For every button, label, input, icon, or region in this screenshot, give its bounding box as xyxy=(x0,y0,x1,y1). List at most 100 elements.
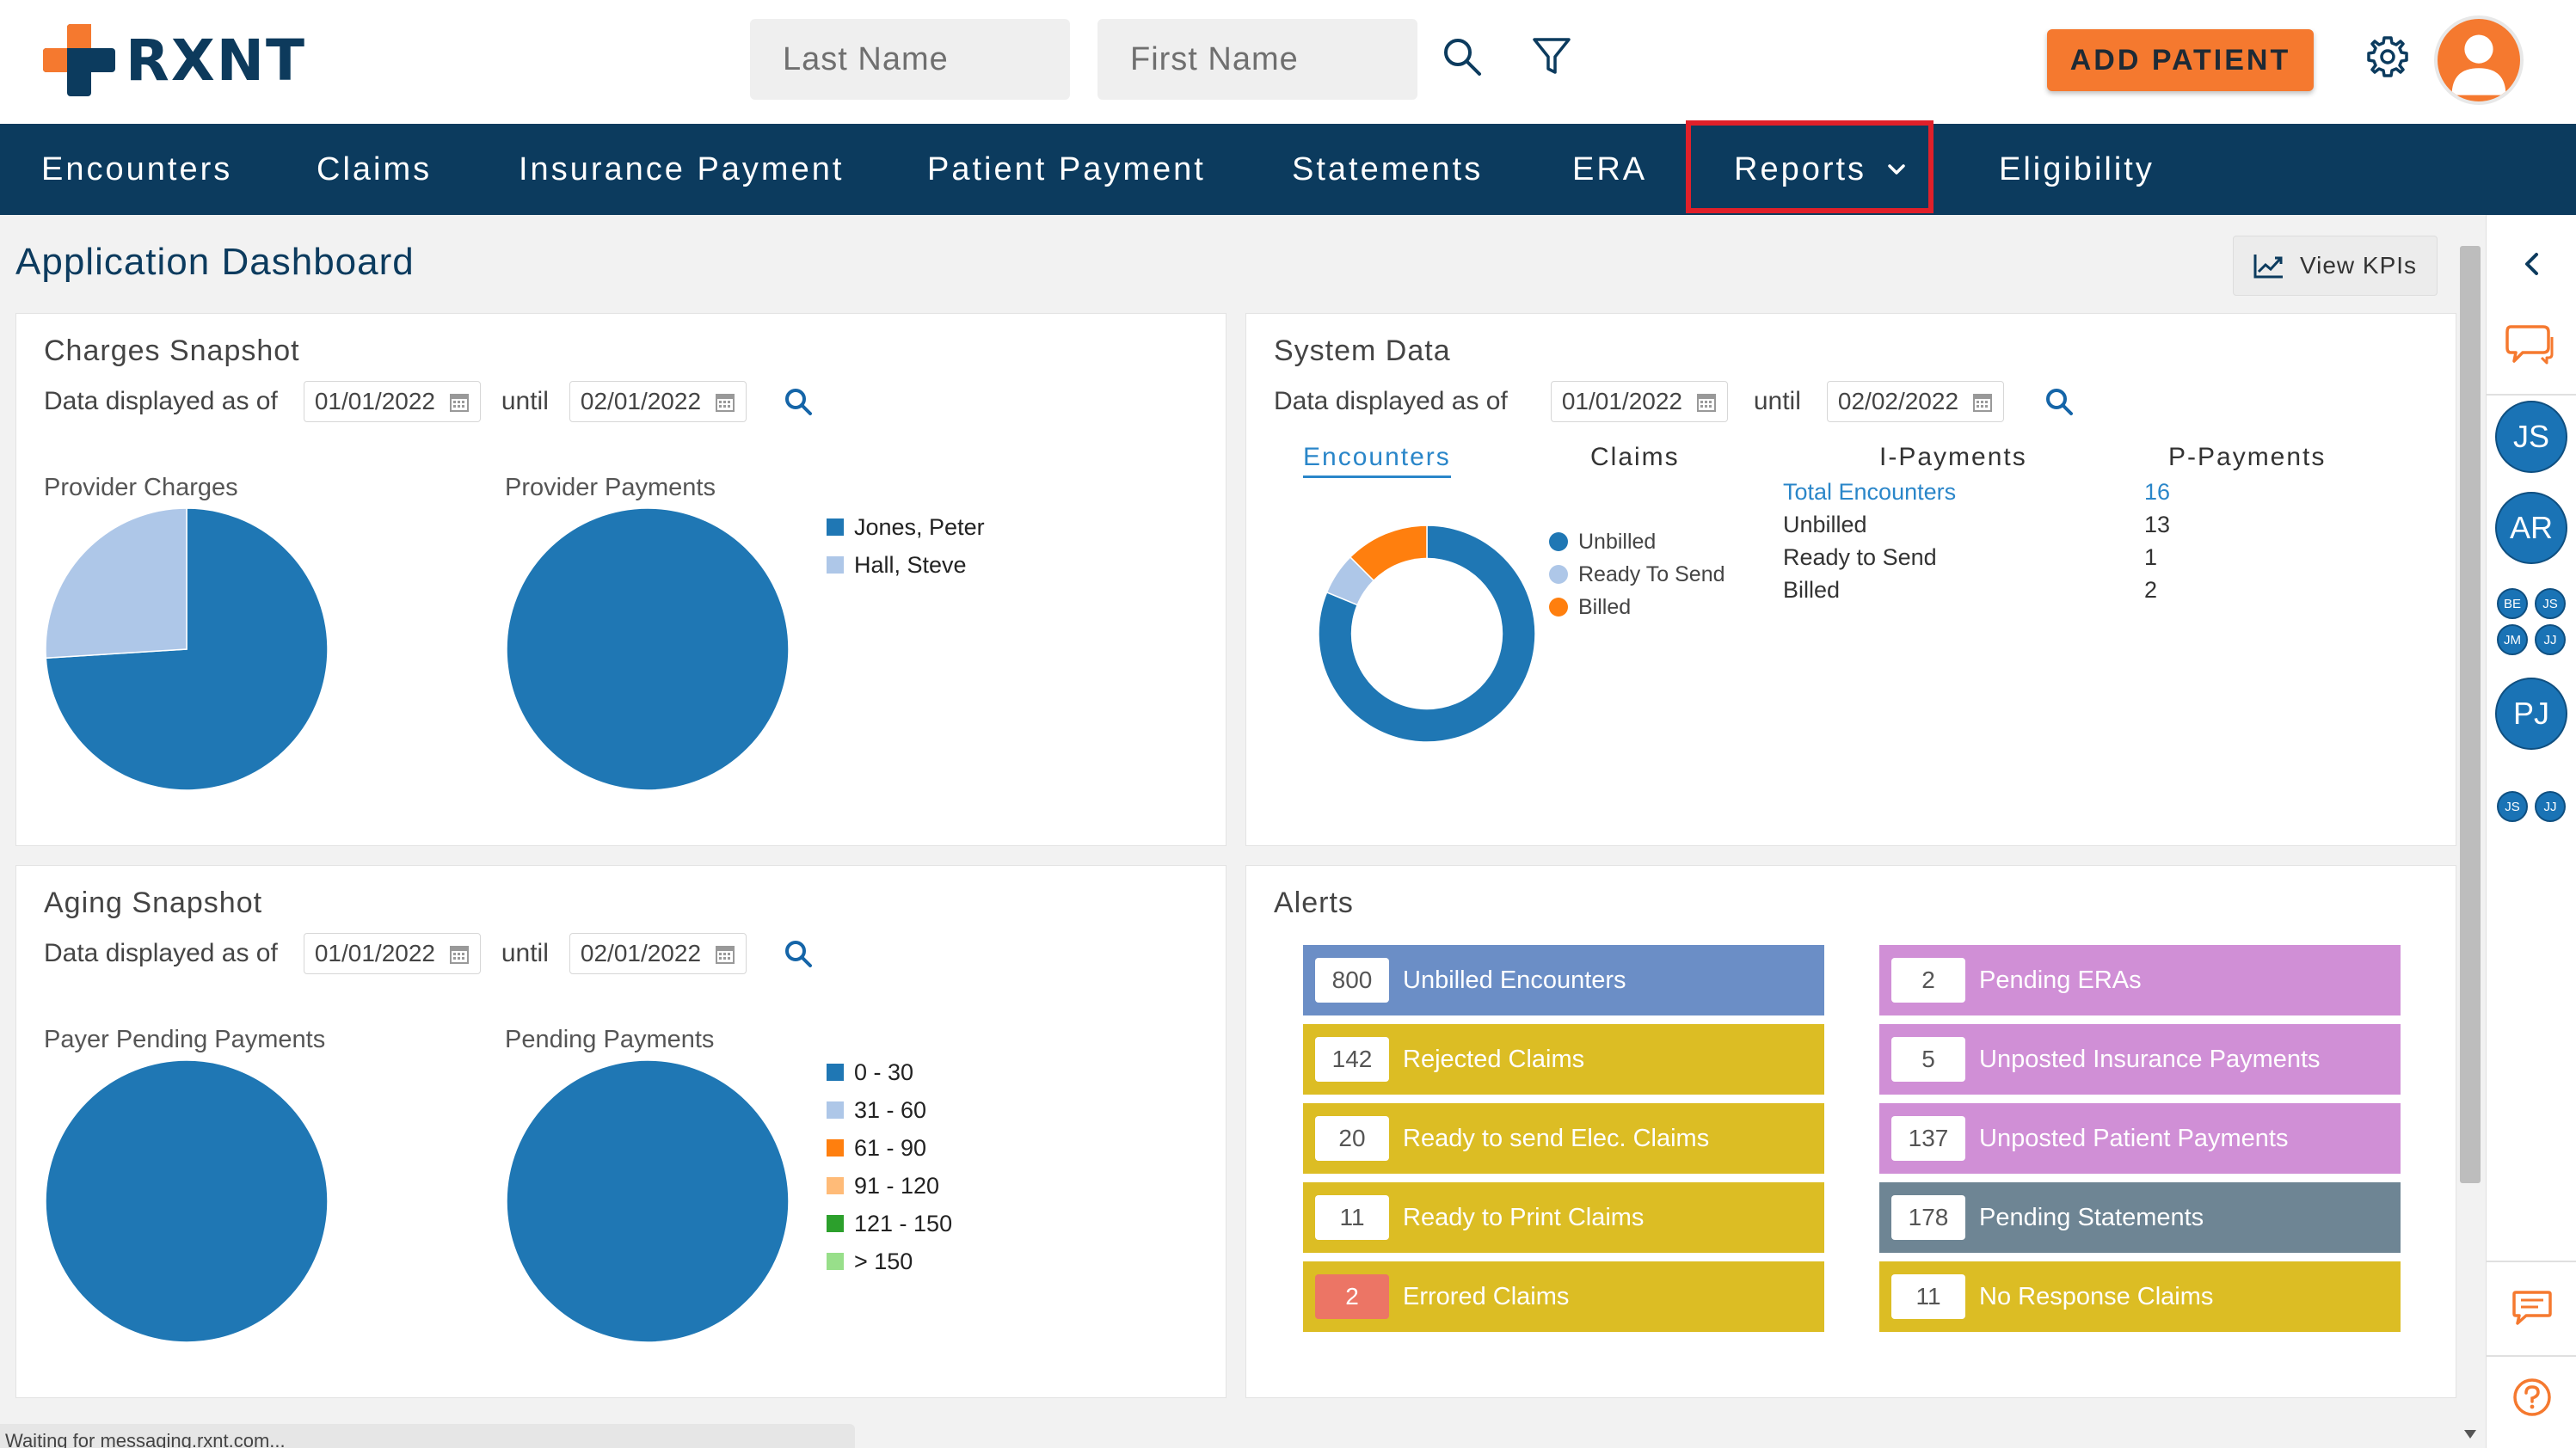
alert-pending-statements[interactable]: 178 Pending Statements xyxy=(1879,1182,2401,1253)
avatar-jj[interactable]: JJ xyxy=(2535,624,2566,655)
alert-count: 20 xyxy=(1315,1116,1389,1161)
view-kpis-label: View KPIs xyxy=(2299,252,2418,279)
ready-to-send-label: Ready to Send xyxy=(1783,544,1937,570)
aging-date-row: Data displayed as of 01/01/2022 until 02… xyxy=(44,933,814,974)
charges-from-date-value: 01/01/2022 xyxy=(314,388,435,414)
aging-snapshot-title: Aging Snapshot xyxy=(44,887,263,919)
legend-label: 121 - 150 xyxy=(854,1210,953,1236)
legend-item: 31 - 60 xyxy=(827,1091,952,1129)
avatar-be[interactable]: BE xyxy=(2497,588,2528,619)
tab-claims[interactable]: Claims xyxy=(1590,443,1680,471)
rail-divider xyxy=(2487,1355,2576,1357)
total-encounters-label[interactable]: Total Encounters xyxy=(1783,479,1957,505)
legend-item: > 150 xyxy=(827,1242,952,1280)
help-icon[interactable] xyxy=(2512,1377,2552,1417)
last-name-input[interactable] xyxy=(750,19,1070,100)
first-name-input[interactable] xyxy=(1097,19,1417,100)
nav-eligibility[interactable]: Eligibility xyxy=(1999,151,2155,187)
alert-ready-to-send-claims[interactable]: 20 Ready to send Elec. Claims xyxy=(1303,1103,1824,1174)
alert-count: 137 xyxy=(1891,1116,1965,1161)
total-encounters-value[interactable]: 16 xyxy=(2144,479,2171,505)
nav-era[interactable]: ERA xyxy=(1572,151,1648,187)
user-avatar[interactable] xyxy=(2434,15,2524,105)
nav-insurance-payment[interactable]: Insurance Payment xyxy=(519,151,845,187)
avatar-pj[interactable]: PJ xyxy=(2495,678,2567,750)
avatar-ar[interactable]: AR xyxy=(2495,492,2567,564)
view-kpis-button[interactable]: View KPIs xyxy=(2233,236,2438,296)
alert-unposted-patient-payments[interactable]: 137 Unposted Patient Payments xyxy=(1879,1103,2401,1174)
alert-pending-eras[interactable]: 2 Pending ERAs xyxy=(1879,945,2401,1015)
alert-label: Pending Statements xyxy=(1979,1203,2204,1231)
chevron-down-icon[interactable] xyxy=(1885,158,1908,181)
rxnt-logo[interactable]: RXNT xyxy=(43,24,306,96)
avatar-js-small[interactable]: JS xyxy=(2535,588,2566,619)
alert-count: 2 xyxy=(1315,1274,1389,1319)
system-to-date[interactable]: 02/02/2022 xyxy=(1826,381,2004,422)
system-from-date[interactable]: 01/01/2022 xyxy=(1550,381,1728,422)
add-patient-button[interactable]: ADD PATIENT xyxy=(2047,29,2314,91)
alert-label: Rejected Claims xyxy=(1403,1045,1585,1073)
alert-ready-to-print-claims[interactable]: 11 Ready to Print Claims xyxy=(1303,1182,1824,1253)
avatar-jm[interactable]: JM xyxy=(2497,624,2528,655)
aging-from-date[interactable]: 01/01/2022 xyxy=(303,933,481,974)
alert-no-response-claims[interactable]: 11 No Response Claims xyxy=(1879,1261,2401,1332)
donut-hole xyxy=(1350,557,1503,710)
alert-count: 2 xyxy=(1891,958,1965,1003)
chat-bubbles-icon[interactable] xyxy=(2505,323,2555,368)
alert-count: 800 xyxy=(1315,958,1389,1003)
calendar-icon xyxy=(449,946,469,964)
scrollbar-thumb[interactable] xyxy=(2460,246,2481,1183)
pending-payments-label: Pending Payments xyxy=(505,1026,715,1053)
alert-rejected-claims[interactable]: 142 Rejected Claims xyxy=(1303,1024,1824,1095)
encounters-donut-chart xyxy=(1318,525,1536,743)
nav-claims[interactable]: Claims xyxy=(317,151,433,187)
charges-date-row: Data displayed as of 01/01/2022 until 02… xyxy=(44,381,814,422)
aging-data-label: Data displayed as of xyxy=(44,939,278,967)
charges-data-label: Data displayed as of xyxy=(44,387,278,415)
system-until-label: until xyxy=(1753,387,1801,415)
nav-reports[interactable]: Reports xyxy=(1734,151,1867,187)
alert-label: Errored Claims xyxy=(1403,1282,1570,1310)
nav-statements[interactable]: Statements xyxy=(1292,151,1484,187)
alert-unposted-insurance-payments[interactable]: 5 Unposted Insurance Payments xyxy=(1879,1024,2401,1095)
aging-to-date[interactable]: 02/01/2022 xyxy=(569,933,747,974)
alert-label: Unposted Patient Payments xyxy=(1979,1124,2289,1152)
legend-item: Unbilled xyxy=(1549,525,1725,558)
avatar-js[interactable]: JS xyxy=(2495,401,2567,473)
avatar-jj-small-2[interactable]: JJ xyxy=(2535,791,2566,822)
alert-label: No Response Claims xyxy=(1979,1282,2214,1310)
search-icon[interactable] xyxy=(1440,34,1485,79)
avatar-js-small-2[interactable]: JS xyxy=(2497,791,2528,822)
chevron-left-icon[interactable] xyxy=(2521,251,2543,277)
calendar-icon xyxy=(1972,394,1992,412)
alert-label: Unbilled Encounters xyxy=(1403,966,1626,994)
search-icon[interactable] xyxy=(783,386,814,417)
alert-count: 11 xyxy=(1891,1274,1965,1319)
legend-item: Jones, Peter xyxy=(827,508,985,546)
legend-label: Hall, Steve xyxy=(854,551,967,578)
tab-encounters[interactable]: Encounters xyxy=(1303,443,1451,478)
payer-pending-pie xyxy=(45,1059,329,1343)
charges-legend: Jones, Peter Hall, Steve xyxy=(827,508,985,584)
alert-count: 11 xyxy=(1315,1195,1389,1240)
nav-encounters[interactable]: Encounters xyxy=(41,151,233,187)
search-icon[interactable] xyxy=(783,938,814,969)
nav-patient-payment[interactable]: Patient Payment xyxy=(927,151,1206,187)
calendar-icon xyxy=(715,946,735,964)
gear-icon[interactable] xyxy=(2365,34,2410,79)
tab-p-payments[interactable]: P-Payments xyxy=(2168,443,2327,471)
charges-to-date[interactable]: 02/01/2022 xyxy=(569,381,747,422)
charges-from-date[interactable]: 01/01/2022 xyxy=(303,381,481,422)
aging-from-date-value: 01/01/2022 xyxy=(314,940,435,966)
filter-icon[interactable] xyxy=(1529,34,1574,79)
logo-text: RXNT xyxy=(126,27,306,94)
scroll-down-arrow-icon[interactable] xyxy=(2462,1427,2479,1441)
message-icon[interactable] xyxy=(2512,1290,2552,1326)
calendar-icon xyxy=(1696,394,1716,412)
pie-slice-hall-steve xyxy=(45,507,188,660)
tab-i-payments[interactable]: I-Payments xyxy=(1879,443,2027,471)
reports-highlight-box xyxy=(1686,120,1934,213)
alert-errored-claims[interactable]: 2 Errored Claims xyxy=(1303,1261,1824,1332)
alert-unbilled-encounters[interactable]: 800 Unbilled Encounters xyxy=(1303,945,1824,1015)
search-icon[interactable] xyxy=(2044,386,2075,417)
